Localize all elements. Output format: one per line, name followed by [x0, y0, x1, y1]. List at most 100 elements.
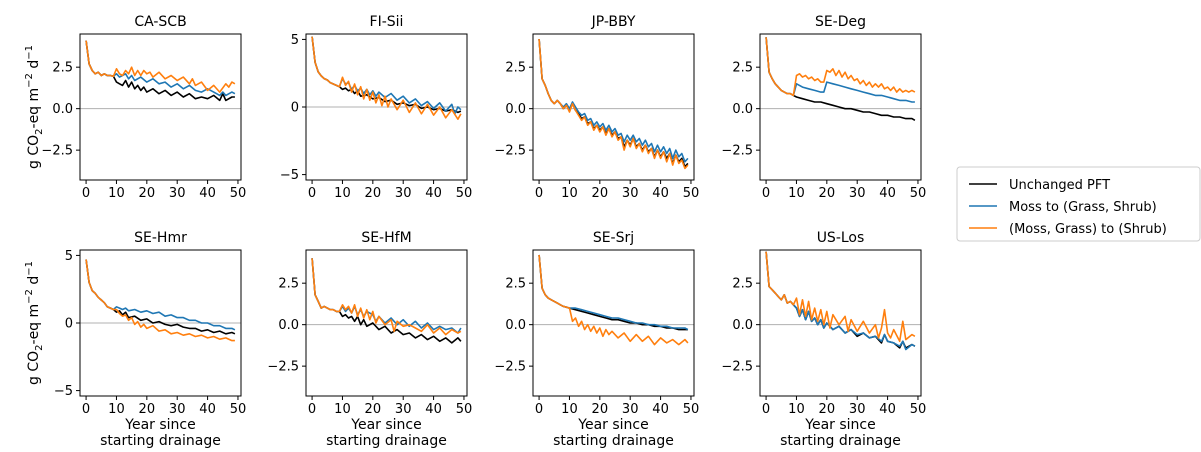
panel-title: FI-Sii: [370, 14, 404, 30]
x-tick-label: 40: [879, 402, 896, 417]
x-tick-label: 10: [334, 186, 351, 201]
series-line-shrub: [765, 251, 916, 343]
x-axis-label-line1: Year since: [804, 417, 875, 433]
x-tick-label: 10: [561, 402, 578, 417]
x-tick-label: 20: [819, 402, 836, 417]
x-tick-label: 20: [139, 186, 156, 201]
x-tick-label: 0: [535, 186, 543, 201]
y-tick-label: 5: [65, 249, 73, 264]
y-tick-label: −2.5: [721, 360, 753, 375]
panel-title: SE-Srj: [593, 230, 634, 246]
panel-se-srj: SE-Srj −2.5 0.0 2.5 0 10 20 30 40 50: [494, 230, 699, 417]
y-tick-label: −5: [280, 168, 299, 183]
panel-se-hfm: SE-HfM −2.5 0.0 2.5 0 10 20 30 40 50: [267, 230, 472, 417]
series-line-unchanged: [538, 38, 689, 168]
x-tick-label: 30: [849, 186, 866, 201]
legend-label-unchanged: Unchanged PFT: [1009, 178, 1110, 193]
panel-jp-bby: JP-BBY −2.5 0.0 2.5 0 10 20 30 40 50: [494, 14, 699, 201]
y-tick-label: −2.5: [41, 144, 73, 159]
x-tick-label: 30: [622, 186, 639, 201]
y-tick-label: 2.5: [505, 61, 526, 76]
y-axis-label: g CO2-eq m−2 d−1: [24, 45, 45, 169]
y-tick-label: 2.5: [732, 277, 753, 292]
y-tick-label: 2.5: [278, 277, 299, 292]
x-tick-label: 10: [788, 402, 805, 417]
y-tick-label: 0: [291, 101, 299, 116]
x-tick-label: 0: [82, 186, 90, 201]
y-axis-label: g CO2-eq m−2 d−1: [24, 261, 45, 385]
series-line-shrub: [538, 38, 689, 170]
x-tick-label: 20: [139, 402, 156, 417]
x-axis-label-line1: Year since: [577, 417, 648, 433]
series-line-shrub: [538, 254, 689, 346]
series-line-shrub: [311, 258, 462, 336]
panel-se-deg: SE-Deg −2.5 0.0 2.5 0 10 20 30 40 50: [721, 14, 926, 201]
y-tick-label: −2.5: [494, 360, 526, 375]
x-tick-label: 0: [308, 402, 316, 417]
y-tick-label: 2.5: [732, 61, 753, 76]
series-line-shrub: [85, 40, 236, 93]
axes-frame: [305, 249, 468, 397]
series-line-moss: [765, 37, 915, 103]
y-tick-label: 0: [65, 317, 73, 332]
legend-frame: [956, 166, 1201, 242]
series-line-moss: [85, 259, 236, 331]
axes-frame: [532, 249, 695, 397]
series-line-moss: [538, 38, 689, 163]
panel-title: SE-HfM: [361, 230, 411, 246]
x-axis-label-line2: starting drainage: [326, 433, 447, 449]
x-tick-label: 50: [230, 402, 247, 417]
y-tick-label: 0.0: [278, 318, 299, 333]
x-tick-label: 0: [308, 186, 316, 201]
legend-label-shrub: (Moss, Grass) to (Shrub): [1009, 222, 1167, 237]
x-axis-label-line2: starting drainage: [553, 433, 674, 449]
x-tick-label: 50: [683, 186, 700, 201]
x-tick-label: 50: [456, 402, 473, 417]
series-line-shrub: [311, 36, 462, 120]
y-tick-label: 0.0: [505, 318, 526, 333]
y-tick-label: −2.5: [267, 360, 299, 375]
y-tick-label: 0.0: [52, 102, 73, 117]
y-axis-label-bottom: g CO2-eq m−2 d−1: [24, 261, 45, 385]
y-tick-label: −2.5: [721, 144, 753, 159]
x-tick-label: 20: [365, 402, 382, 417]
x-tick-label: 20: [592, 186, 609, 201]
panel-title: US-Los: [817, 230, 865, 246]
series-line-moss: [311, 258, 462, 334]
y-tick-label: 5: [291, 33, 299, 48]
y-tick-label: 0.0: [732, 102, 753, 117]
x-tick-label: 50: [456, 186, 473, 201]
x-tick-label: 0: [535, 402, 543, 417]
y-tick-label: 0.0: [505, 102, 526, 117]
legend: Unchanged PFT Moss to (Grass, Shrub) (Mo…: [956, 166, 1201, 242]
x-tick-label: 40: [652, 402, 669, 417]
x-tick-label: 20: [819, 186, 836, 201]
x-tick-label: 0: [762, 186, 770, 201]
y-tick-label: 2.5: [52, 61, 73, 76]
x-tick-label: 30: [395, 402, 412, 417]
axes-frame: [79, 33, 242, 181]
y-axis-label-top: g CO2-eq m−2 d−1: [24, 45, 45, 169]
axes-frame: [532, 33, 695, 181]
y-tick-label: −5: [54, 384, 73, 399]
x-tick-label: 40: [425, 402, 442, 417]
y-tick-label: −2.5: [494, 144, 526, 159]
legend-label-moss: Moss to (Grass, Shrub): [1009, 200, 1157, 215]
x-tick-label: 0: [762, 402, 770, 417]
series-line-shrub: [85, 259, 235, 342]
x-tick-label: 30: [849, 402, 866, 417]
axes-frame: [759, 33, 922, 181]
x-tick-label: 10: [334, 402, 351, 417]
series-line-shrub: [765, 37, 916, 97]
panel-ca-scb: CA-SCB −2.5 0.0 2.5 0 10 20 30 40 50: [41, 14, 246, 201]
x-tick-label: 10: [108, 186, 125, 201]
x-tick-label: 10: [561, 186, 578, 201]
x-tick-label: 40: [879, 186, 896, 201]
x-tick-label: 50: [683, 402, 700, 417]
y-tick-label: 2.5: [505, 277, 526, 292]
x-tick-label: 50: [910, 402, 927, 417]
x-tick-label: 30: [169, 402, 186, 417]
